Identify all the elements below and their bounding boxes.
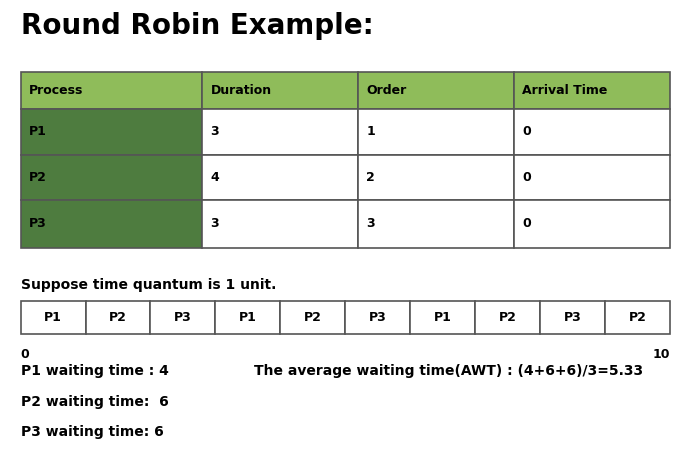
Text: P2: P2 bbox=[29, 171, 47, 184]
Text: P1: P1 bbox=[433, 311, 451, 324]
Text: 0: 0 bbox=[522, 126, 531, 138]
Text: The average waiting time(AWT) : (4+6+6)/3=5.33: The average waiting time(AWT) : (4+6+6)/… bbox=[254, 364, 643, 378]
Text: 4: 4 bbox=[211, 171, 219, 184]
FancyBboxPatch shape bbox=[514, 109, 670, 155]
Text: P1: P1 bbox=[239, 311, 257, 324]
Text: 0: 0 bbox=[21, 348, 30, 361]
Text: P3: P3 bbox=[29, 217, 47, 230]
FancyBboxPatch shape bbox=[475, 301, 540, 334]
Text: Process: Process bbox=[29, 84, 83, 97]
FancyBboxPatch shape bbox=[21, 155, 203, 200]
FancyBboxPatch shape bbox=[514, 72, 670, 109]
Text: Suppose time quantum is 1 unit.: Suppose time quantum is 1 unit. bbox=[21, 278, 276, 292]
Text: Round Robin Example:: Round Robin Example: bbox=[21, 12, 373, 40]
Text: P1: P1 bbox=[29, 126, 47, 138]
FancyBboxPatch shape bbox=[203, 200, 358, 248]
Text: P1 waiting time : 4: P1 waiting time : 4 bbox=[21, 364, 168, 378]
Text: P3: P3 bbox=[369, 311, 387, 324]
FancyBboxPatch shape bbox=[203, 109, 358, 155]
FancyBboxPatch shape bbox=[514, 200, 670, 248]
Text: P2: P2 bbox=[499, 311, 517, 324]
Text: Duration: Duration bbox=[211, 84, 272, 97]
Text: P3: P3 bbox=[563, 311, 581, 324]
Text: Arrival Time: Arrival Time bbox=[522, 84, 607, 97]
FancyBboxPatch shape bbox=[21, 301, 85, 334]
FancyBboxPatch shape bbox=[203, 72, 358, 109]
FancyBboxPatch shape bbox=[280, 301, 346, 334]
FancyBboxPatch shape bbox=[216, 301, 280, 334]
Text: P2: P2 bbox=[629, 311, 646, 324]
Text: 2: 2 bbox=[366, 171, 375, 184]
FancyBboxPatch shape bbox=[358, 72, 514, 109]
Text: P3 waiting time: 6: P3 waiting time: 6 bbox=[21, 425, 164, 439]
Text: P2 waiting time:  6: P2 waiting time: 6 bbox=[21, 395, 168, 409]
Text: 3: 3 bbox=[366, 217, 375, 230]
Text: P1: P1 bbox=[44, 311, 62, 324]
Text: 0: 0 bbox=[522, 171, 531, 184]
FancyBboxPatch shape bbox=[605, 301, 670, 334]
Text: 3: 3 bbox=[211, 126, 219, 138]
FancyBboxPatch shape bbox=[358, 200, 514, 248]
FancyBboxPatch shape bbox=[358, 155, 514, 200]
Text: 1: 1 bbox=[366, 126, 375, 138]
Text: P2: P2 bbox=[304, 311, 322, 324]
Text: P3: P3 bbox=[174, 311, 192, 324]
FancyBboxPatch shape bbox=[21, 72, 203, 109]
Text: 0: 0 bbox=[522, 217, 531, 230]
Text: 10: 10 bbox=[653, 348, 670, 361]
FancyBboxPatch shape bbox=[346, 301, 410, 334]
FancyBboxPatch shape bbox=[358, 109, 514, 155]
FancyBboxPatch shape bbox=[203, 155, 358, 200]
Text: Order: Order bbox=[366, 84, 407, 97]
FancyBboxPatch shape bbox=[85, 301, 150, 334]
FancyBboxPatch shape bbox=[150, 301, 216, 334]
FancyBboxPatch shape bbox=[21, 200, 203, 248]
FancyBboxPatch shape bbox=[410, 301, 475, 334]
Text: P2: P2 bbox=[109, 311, 127, 324]
FancyBboxPatch shape bbox=[540, 301, 605, 334]
Text: 3: 3 bbox=[211, 217, 219, 230]
FancyBboxPatch shape bbox=[21, 109, 203, 155]
FancyBboxPatch shape bbox=[514, 155, 670, 200]
